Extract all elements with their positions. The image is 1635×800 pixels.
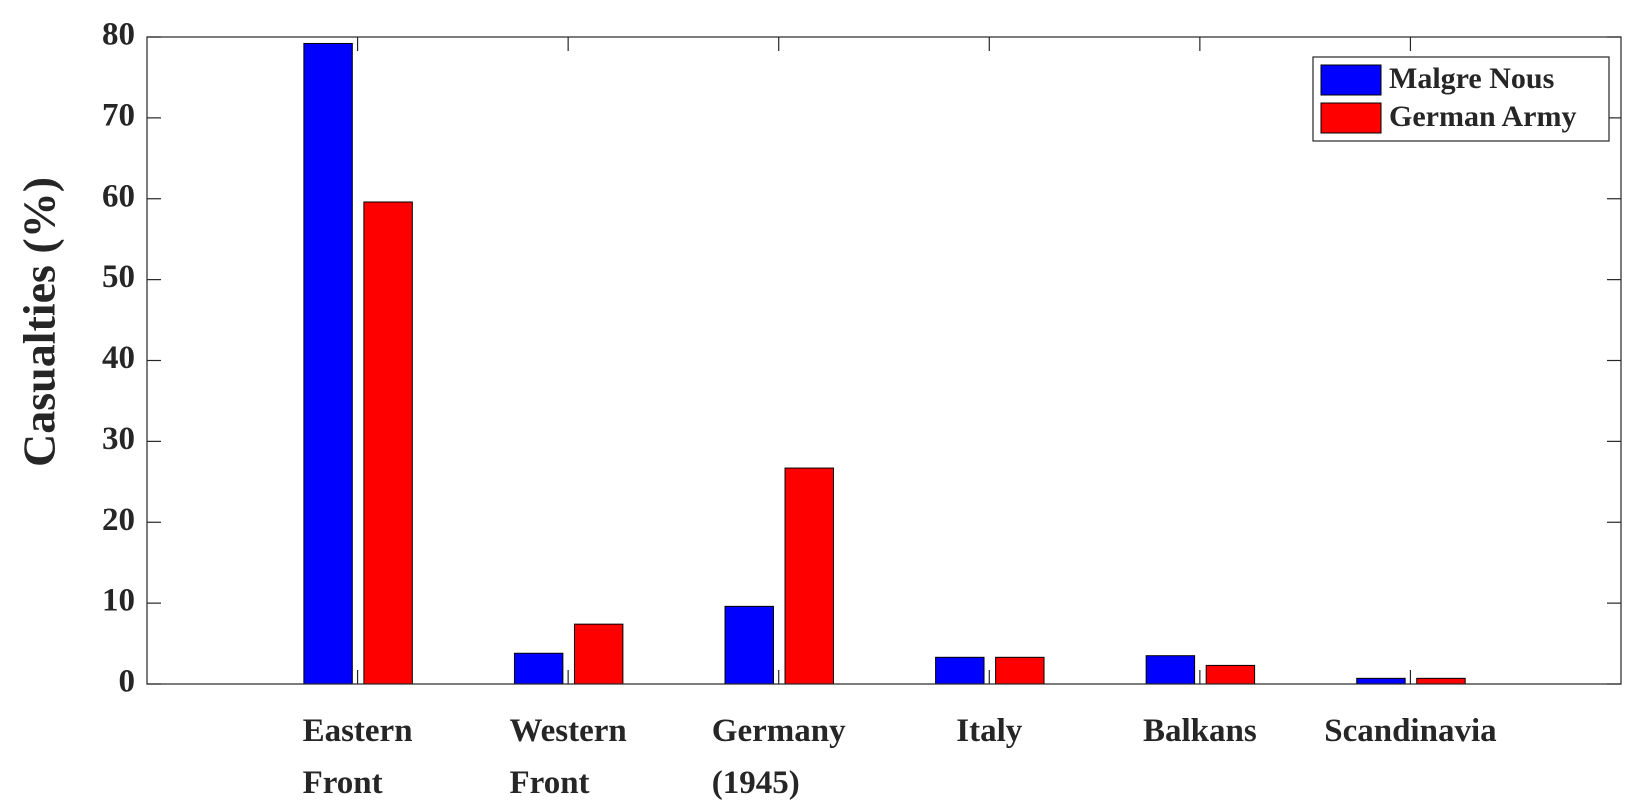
y-axis-label: Casualties (%)	[14, 177, 65, 467]
y-tick-label: 10	[102, 583, 135, 619]
y-tick-label: 20	[102, 502, 135, 538]
y-tick-label: 30	[102, 421, 135, 457]
bar	[573, 623, 624, 685]
x-tick-label: Western Front	[509, 713, 627, 800]
legend-swatch	[1320, 64, 1382, 96]
bar	[1416, 677, 1466, 685]
bar	[363, 201, 413, 685]
x-tick-label: Italy	[956, 713, 1023, 749]
plot-frame	[146, 36, 1622, 685]
legend-label: Malgre Nous	[1389, 62, 1554, 95]
bar	[1205, 664, 1256, 685]
bar	[724, 605, 774, 685]
y-tick-label: 60	[102, 178, 135, 214]
bar	[935, 656, 985, 685]
y-tick-label: 70	[102, 97, 135, 133]
x-tick-label: Germany (1945)	[711, 713, 846, 800]
bar	[1356, 677, 1406, 685]
legend-label: German Army	[1389, 100, 1576, 133]
x-tick-label: Eastern Front	[302, 713, 413, 800]
bar	[303, 42, 353, 685]
y-tick-label: 50	[102, 259, 135, 295]
bar	[995, 656, 1045, 685]
y-tick-label: 80	[102, 17, 135, 53]
bar	[513, 652, 564, 685]
x-tick-label: Balkans	[1142, 713, 1257, 749]
legend-swatch	[1320, 102, 1382, 134]
x-tick-label: Scandinavia	[1324, 713, 1497, 749]
y-tick-label: 0	[119, 664, 136, 700]
bar	[784, 467, 834, 685]
y-tick-label: 40	[102, 340, 135, 376]
bar	[1145, 655, 1196, 685]
